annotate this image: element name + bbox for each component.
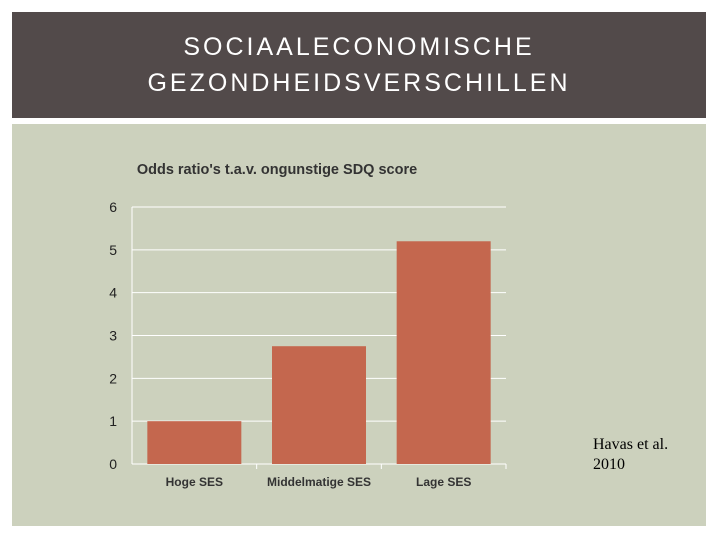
y-tick-label: 0 (109, 456, 117, 472)
y-tick-label: 5 (109, 242, 117, 258)
y-tick-label: 2 (109, 370, 117, 386)
y-tick-label: 6 (109, 199, 117, 215)
content-panel: Odds ratio's t.a.v. ongunstige SDQ score… (12, 124, 706, 526)
x-tick-label: Hoge SES (166, 475, 223, 489)
chart-title: Odds ratio's t.a.v. ongunstige SDQ score (137, 162, 417, 178)
bar-middelmatige-ses (272, 346, 366, 464)
bar-lage-ses (396, 241, 491, 464)
title-bar: SOCIAALECONOMISCHE GEZONDHEIDSVERSCHILLE… (12, 12, 706, 118)
y-tick-label: 3 (109, 328, 117, 344)
bar-hoge-ses (147, 421, 242, 464)
y-tick-label: 4 (109, 285, 117, 301)
y-tick-label: 1 (109, 413, 117, 429)
citation: Havas et al. 2010 (593, 436, 669, 473)
x-tick-label: Middelmatige SES (267, 475, 371, 489)
odds-ratio-bar-chart: Odds ratio's t.a.v. ongunstige SDQ score… (109, 162, 507, 489)
slide-title: SOCIAALECONOMISCHE GEZONDHEIDSVERSCHILLE… (147, 33, 571, 97)
x-tick-label: Lage SES (416, 475, 471, 489)
